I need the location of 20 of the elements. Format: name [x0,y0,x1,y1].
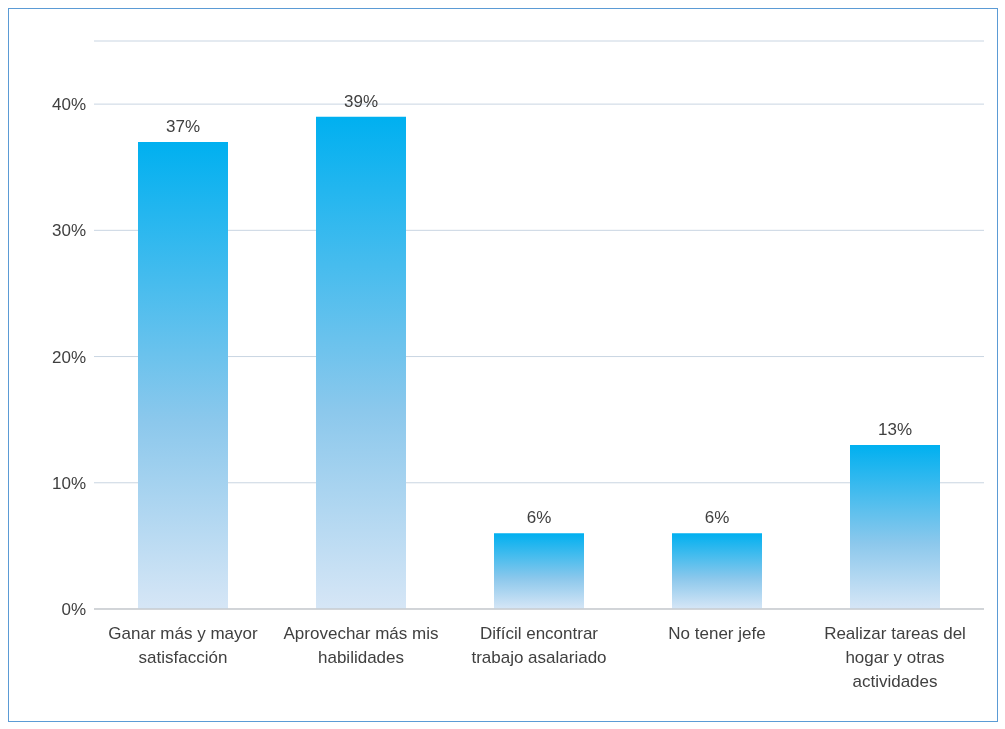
bar [316,116,406,609]
x-tick-label: Aprovechar más mis habilidades [283,624,439,667]
data-label: 37% [165,116,201,136]
y-tick-label: 10% [51,473,86,493]
x-tick-label: Ganar más y mayor satisfacción [108,624,258,667]
bar [138,141,228,609]
bar [494,533,584,609]
data-label: 13% [877,419,913,439]
data-label: 6% [526,508,552,528]
data-label: 6% [704,508,730,528]
x-tick-label: No tener jefe [668,624,766,643]
y-tick-label: 30% [51,221,86,241]
y-tick-label: 0% [61,600,86,620]
x-tick-label: Difícil encontrar trabajo asalariado [471,624,607,667]
x-tick-label: Realizar tareas del hogar y otras actividades [824,624,966,691]
y-tick-label: 40% [51,95,86,115]
bar [850,444,940,609]
data-label: 39% [343,91,379,111]
bar [672,533,762,609]
y-tick-label: 20% [51,347,86,367]
